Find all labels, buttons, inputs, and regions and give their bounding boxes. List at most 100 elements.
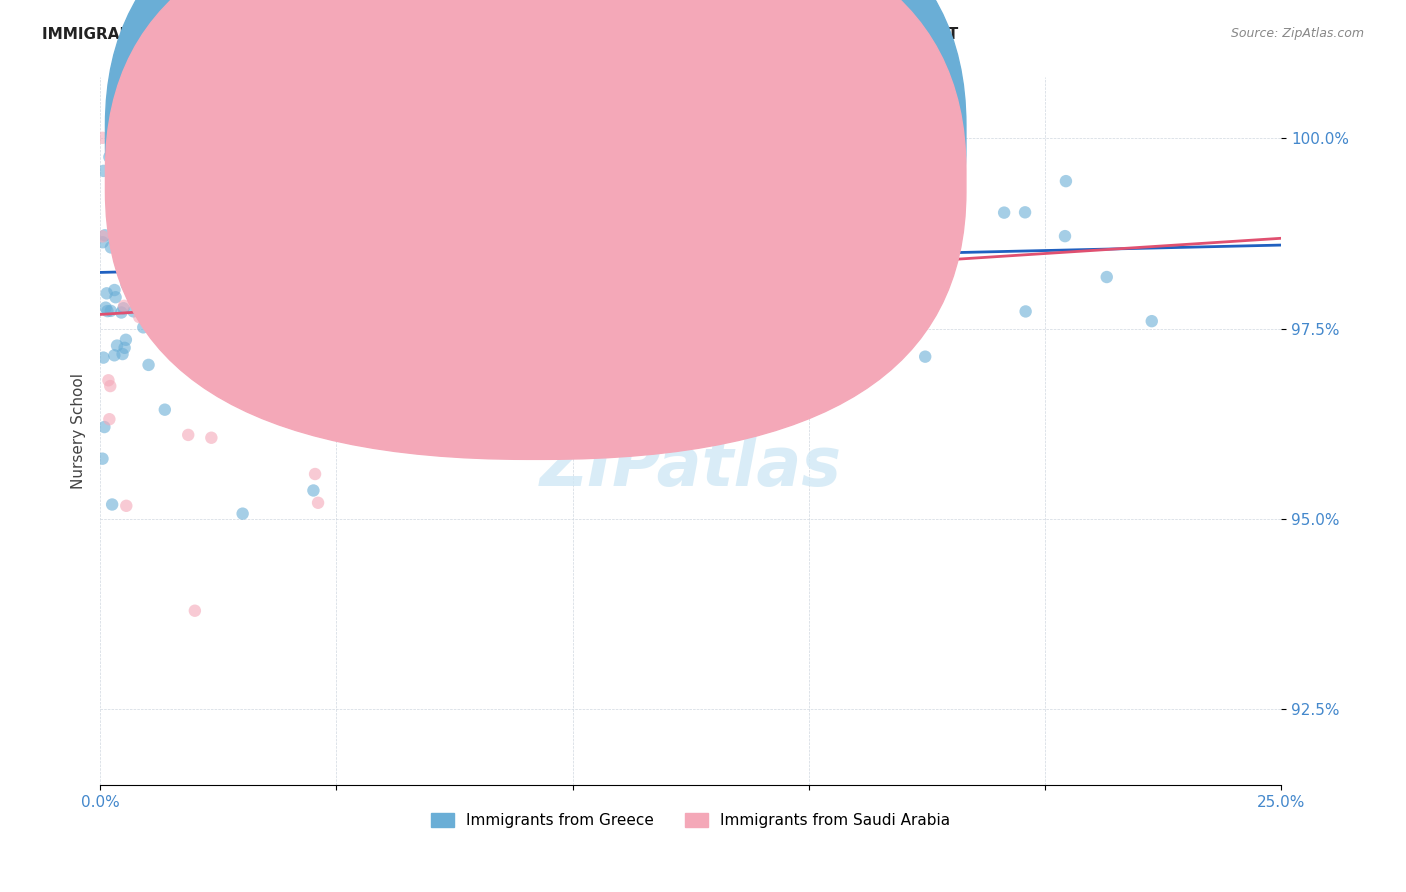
Immigrants from Saudi Arabia (304, 182, 326, 196)
Immigrants from Greece (232, 507, 254, 521)
Immigrants from Greece (98, 150, 121, 164)
Immigrants from Greece (155, 314, 177, 328)
Immigrants from Greece (1014, 205, 1036, 219)
Immigrants from Greece (91, 451, 114, 466)
Immigrants from Greece (1053, 229, 1076, 244)
Immigrants from Saudi Arabia (129, 151, 152, 165)
Immigrants from Greece (288, 123, 311, 137)
Immigrants from Saudi Arabia (728, 382, 751, 396)
Immigrants from Greece (1054, 174, 1077, 188)
Immigrants from Greece (138, 358, 160, 372)
Immigrants from Greece (105, 338, 128, 352)
Immigrants from Greece (194, 271, 217, 285)
Immigrants from Greece (104, 233, 127, 247)
Immigrants from Greece (104, 290, 127, 304)
Immigrants from Greece (633, 235, 655, 249)
Immigrants from Greece (104, 162, 127, 177)
Immigrants from Saudi Arabia (305, 346, 328, 360)
Immigrants from Greece (124, 237, 146, 252)
Immigrants from Saudi Arabia (105, 204, 128, 219)
Immigrants from Greece (100, 304, 122, 318)
Immigrants from Greece (100, 240, 122, 254)
Immigrants from Greece (93, 351, 115, 365)
Immigrants from Greece (619, 355, 641, 369)
Immigrants from Greece (302, 483, 325, 498)
Immigrants from Saudi Arabia (494, 128, 516, 142)
Immigrants from Greece (513, 301, 536, 316)
Immigrants from Greece (94, 301, 117, 315)
Immigrants from Greece (141, 130, 163, 145)
Immigrants from Greece (1014, 304, 1036, 318)
Immigrants from Saudi Arabia (91, 131, 114, 145)
Immigrants from Saudi Arabia (177, 428, 200, 442)
Immigrants from Greece (141, 205, 163, 219)
Immigrants from Greece (93, 164, 115, 178)
Immigrants from Greece (215, 239, 238, 253)
Immigrants from Greece (396, 195, 419, 210)
Immigrants from Saudi Arabia (98, 379, 121, 393)
Immigrants from Greece (122, 304, 145, 318)
Immigrants from Saudi Arabia (232, 252, 254, 266)
Immigrants from Saudi Arabia (307, 496, 329, 510)
Immigrants from Greece (153, 298, 176, 312)
Immigrants from Saudi Arabia (555, 163, 578, 178)
Immigrants from Greece (103, 142, 125, 156)
Immigrants from Greece (103, 283, 125, 297)
Immigrants from Saudi Arabia (786, 312, 808, 326)
Immigrants from Saudi Arabia (853, 342, 876, 356)
Immigrants from Saudi Arabia (165, 318, 187, 332)
Text: Source: ZipAtlas.com: Source: ZipAtlas.com (1230, 27, 1364, 40)
Immigrants from Greece (114, 341, 136, 355)
Immigrants from Greece (152, 147, 174, 161)
Immigrants from Saudi Arabia (98, 412, 121, 426)
Immigrants from Greece (96, 286, 118, 301)
Immigrants from Greece (142, 138, 165, 153)
Text: N = 87: N = 87 (731, 125, 793, 143)
Immigrants from Saudi Arabia (830, 127, 852, 141)
Immigrants from Greece (115, 277, 138, 292)
Immigrants from Greece (156, 176, 179, 190)
Immigrants from Saudi Arabia (295, 275, 318, 289)
Immigrants from Saudi Arabia (792, 334, 814, 349)
Immigrants from Greece (114, 235, 136, 250)
Immigrants from Greece (434, 281, 457, 295)
Immigrants from Greece (96, 304, 118, 318)
Immigrants from Greece (395, 337, 418, 351)
Immigrants from Greece (103, 348, 125, 362)
Immigrants from Greece (101, 194, 124, 208)
Immigrants from Greece (336, 188, 359, 202)
Immigrants from Greece (176, 216, 198, 230)
Immigrants from Greece (155, 198, 177, 212)
Immigrants from Greece (121, 289, 143, 303)
Immigrants from Greece (337, 299, 360, 313)
Immigrants from Greece (129, 161, 152, 175)
Immigrants from Greece (664, 156, 686, 170)
Legend: Immigrants from Greece, Immigrants from Saudi Arabia: Immigrants from Greece, Immigrants from … (425, 806, 956, 834)
Immigrants from Greece (1140, 314, 1163, 328)
Immigrants from Saudi Arabia (115, 499, 138, 513)
Immigrants from Greece (101, 498, 124, 512)
Immigrants from Greece (111, 347, 134, 361)
Text: N = 33: N = 33 (731, 169, 793, 187)
Immigrants from Greece (91, 235, 114, 250)
Immigrants from Greece (153, 402, 176, 417)
Immigrants from Saudi Arabia (184, 604, 207, 618)
Immigrants from Greece (270, 238, 292, 252)
Immigrants from Greece (110, 305, 132, 319)
Immigrants from Greece (299, 163, 322, 178)
Immigrants from Greece (114, 260, 136, 274)
Text: R = 0.250: R = 0.250 (548, 169, 638, 187)
Immigrants from Greece (117, 211, 139, 226)
Immigrants from Greece (93, 420, 115, 434)
Immigrants from Greece (132, 320, 155, 334)
Immigrants from Saudi Arabia (211, 234, 233, 248)
Immigrants from Greece (328, 141, 350, 155)
Text: IMMIGRANTS FROM GREECE VS IMMIGRANTS FROM SAUDI ARABIA NURSERY SCHOOL CORRELATIO: IMMIGRANTS FROM GREECE VS IMMIGRANTS FRO… (42, 27, 959, 42)
Immigrants from Greece (198, 133, 221, 147)
Immigrants from Saudi Arabia (191, 135, 214, 149)
Immigrants from Greece (259, 258, 281, 272)
Immigrants from Saudi Arabia (112, 299, 135, 313)
Immigrants from Greece (145, 324, 167, 338)
Immigrants from Greece (183, 287, 205, 301)
Immigrants from Greece (94, 228, 117, 243)
